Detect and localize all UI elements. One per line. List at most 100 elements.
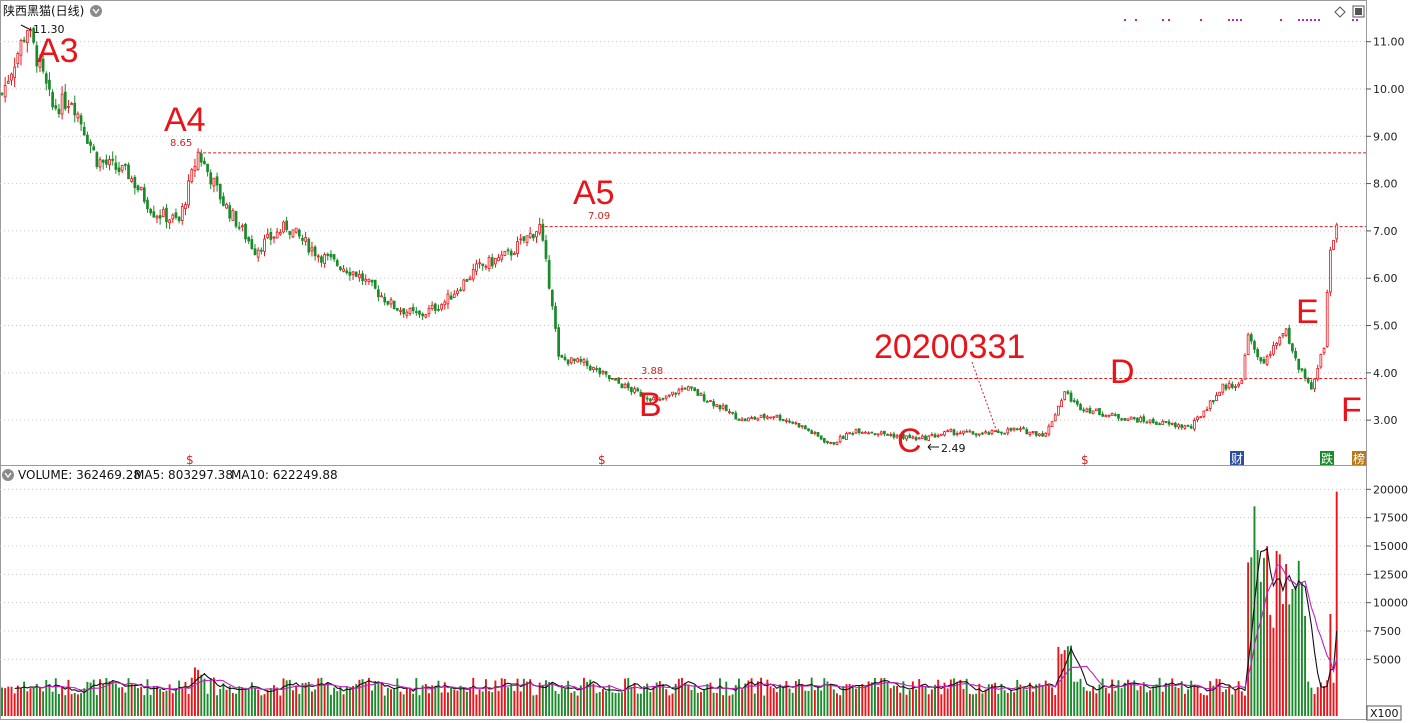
volume-bar [924, 686, 927, 716]
volume-bar [447, 692, 449, 716]
candle-body [1259, 357, 1263, 362]
candle-body [778, 414, 782, 421]
candle-body [658, 398, 662, 401]
candle-body [649, 398, 652, 402]
volume-bar [693, 685, 696, 716]
annotation-f: F [1341, 391, 1362, 429]
candle-body [67, 105, 70, 108]
candle-body [886, 434, 889, 436]
volume-bar [801, 683, 804, 716]
candle-body [345, 270, 349, 274]
volume-bar [1225, 689, 1227, 716]
candle-body [1306, 377, 1310, 383]
event-markers: $ $ $ 财 跌 榜 [186, 451, 1366, 467]
candle-body [351, 271, 355, 276]
volume-bar [80, 693, 83, 716]
candle-body [873, 433, 877, 435]
volume-bar [133, 684, 136, 716]
candle-body [149, 208, 153, 214]
candle-body [826, 440, 829, 443]
event-dot [1228, 19, 1230, 21]
candle-body [1044, 432, 1048, 437]
candle-body [965, 430, 969, 433]
volume-tick-label: 5000 [1373, 653, 1401, 666]
volume-bar [940, 694, 943, 716]
candle-body [193, 166, 197, 172]
volume-bar [706, 684, 709, 716]
volume-bar [728, 695, 731, 716]
volume-bar [953, 678, 955, 716]
volume-bar [529, 679, 532, 716]
panel-toggle-icon[interactable] [1352, 5, 1365, 18]
candle-body [3, 84, 7, 98]
candle-body [1329, 249, 1332, 293]
volume-bar [930, 689, 933, 716]
candle-body [724, 404, 728, 412]
volume-bar [57, 693, 60, 716]
candle-body [329, 253, 333, 258]
volume-bar [431, 685, 434, 716]
candle-body [487, 257, 491, 269]
volume-bar [810, 677, 813, 716]
candle-body [22, 39, 26, 42]
volume-bar [288, 679, 291, 716]
candle-body [70, 103, 73, 105]
volume-collapse-icon[interactable] [2, 469, 14, 481]
candle-body [652, 397, 655, 401]
candle-body [142, 187, 146, 202]
volume-bar [1092, 686, 1095, 716]
candle-body [642, 395, 646, 398]
candle-body [433, 303, 437, 311]
volume-bar [1063, 650, 1066, 716]
drop-marker: 跌 [1321, 451, 1333, 466]
drop-marker-box[interactable] [1320, 451, 1334, 465]
volume-bars [1, 491, 1338, 716]
volume-bar [1304, 615, 1307, 716]
collapse-icon[interactable] [90, 5, 102, 17]
annotation-e: E [1296, 293, 1319, 331]
volume-bar [111, 680, 114, 716]
volume-bar [76, 694, 79, 716]
volume-bar [282, 678, 285, 716]
volume-bar [643, 686, 645, 716]
volume-bar [1145, 692, 1148, 716]
candle-body [1294, 350, 1297, 359]
volume-bar [560, 685, 563, 716]
diamond-icon[interactable] [1334, 6, 1346, 18]
fin-marker-box[interactable] [1230, 451, 1244, 465]
volume-bar [285, 680, 288, 716]
candle-body [1019, 428, 1022, 431]
candle-body [835, 441, 839, 445]
volume-bar [168, 684, 171, 716]
volume-bar [592, 683, 595, 716]
candle-body [522, 236, 526, 241]
list-marker-box[interactable] [1352, 451, 1366, 465]
volume-bar [981, 693, 984, 716]
candle-body [1218, 391, 1222, 397]
volume-tick-label: 10000 [1373, 597, 1408, 610]
volume-bar [1171, 678, 1174, 716]
volume-bar [899, 692, 902, 716]
volume-bar [1183, 693, 1186, 716]
candle-body [569, 357, 573, 364]
volume-bar [744, 683, 747, 716]
price-tick-label: 9.00 [1373, 130, 1398, 143]
candle-body [1262, 359, 1266, 364]
volume-bar [1047, 685, 1050, 716]
candle-body [902, 433, 905, 439]
volume-bar [1288, 604, 1291, 716]
volume-bar [1123, 682, 1126, 716]
volume-bar [1006, 692, 1009, 716]
candle-body [740, 418, 744, 421]
candle-body [699, 393, 703, 396]
candle-body [1129, 416, 1133, 420]
candle-body [127, 164, 130, 180]
dividend-marker-1: $ [186, 453, 194, 467]
candle-body [32, 27, 35, 43]
volume-bar [159, 688, 162, 716]
candle-body [443, 301, 447, 306]
candle-body [1313, 378, 1316, 390]
volume-bar [114, 683, 117, 716]
candle-body [509, 250, 513, 256]
volume-bar [608, 684, 611, 716]
